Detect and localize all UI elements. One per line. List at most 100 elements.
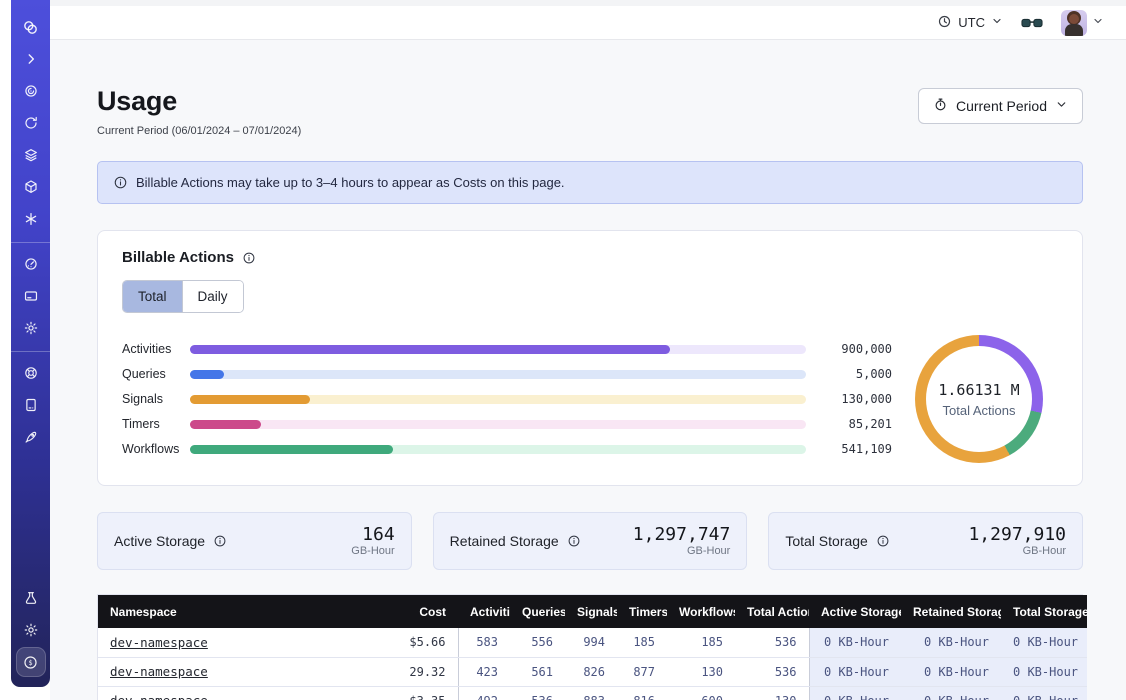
rail-divider bbox=[11, 351, 50, 352]
cell-total-actions: 130 bbox=[735, 686, 809, 700]
usage-gauge-icon[interactable] bbox=[16, 249, 46, 279]
retained-storage-value: 1,297,747 bbox=[633, 525, 731, 545]
clock-icon bbox=[937, 14, 952, 32]
cell-timers: 877 bbox=[617, 657, 667, 686]
active-storage-label: Active Storage bbox=[114, 533, 205, 549]
bar-row-queries: Queries 5,000 bbox=[122, 362, 892, 387]
bar-fill bbox=[190, 370, 224, 379]
cell-retained-storage: 0 KB-Hour bbox=[901, 686, 1001, 700]
cell-cost: $5.66 bbox=[358, 628, 458, 657]
info-icon[interactable] bbox=[213, 534, 227, 548]
page-subtitle: Current Period (06/01/2024 – 07/01/2024) bbox=[97, 125, 301, 137]
info-icon[interactable] bbox=[567, 534, 581, 548]
temporal-logo-icon[interactable] bbox=[16, 12, 46, 42]
tab-daily[interactable]: Daily bbox=[182, 281, 243, 312]
namespace-link[interactable]: dev-namespace bbox=[110, 693, 208, 700]
period-selector-button[interactable]: Current Period bbox=[918, 88, 1083, 124]
bar-label: Activities bbox=[122, 342, 186, 356]
cell-total-storage: 0 KB-Hour bbox=[1001, 657, 1087, 686]
expand-chevron-right-icon[interactable] bbox=[16, 44, 46, 74]
cell-queries: 556 bbox=[510, 628, 565, 657]
col-total-actions: Total Actions bbox=[735, 595, 809, 628]
cell-active-storage: 0 KB-Hour bbox=[809, 686, 901, 700]
cell-total-actions: 536 bbox=[735, 628, 809, 657]
cell-workflows: 600 bbox=[667, 686, 735, 700]
col-total-storage: Total Storage bbox=[1001, 595, 1087, 628]
table-row: dev-namespace 29.32 423 561 826 877 130 … bbox=[98, 657, 1087, 686]
bar-row-signals: Signals 130,000 bbox=[122, 387, 892, 412]
billing-card-icon[interactable] bbox=[16, 281, 46, 311]
tab-total[interactable]: Total bbox=[123, 281, 182, 312]
account-menu[interactable] bbox=[1061, 10, 1104, 36]
info-icon[interactable] bbox=[876, 534, 890, 548]
cell-signals: 826 bbox=[565, 657, 617, 686]
col-cost: Cost bbox=[358, 595, 458, 628]
cell-cost: $3.35 bbox=[358, 686, 458, 700]
bar-fill bbox=[190, 395, 310, 404]
donut-chart-wrap: 1.66131 M Total Actions bbox=[900, 335, 1058, 463]
theme-sun-icon[interactable] bbox=[16, 615, 46, 645]
bar-fill bbox=[190, 445, 393, 454]
layers-icon[interactable] bbox=[16, 140, 46, 170]
bar-row-activities: Activities 900,000 bbox=[122, 337, 892, 362]
cell-retained-storage: 0 KB-Hour bbox=[901, 628, 1001, 657]
bar-track bbox=[190, 445, 806, 454]
col-queries: Queries bbox=[510, 595, 565, 628]
donut-center: 1.66131 M Total Actions bbox=[926, 346, 1032, 452]
settings-gear-icon[interactable] bbox=[16, 313, 46, 343]
bar-value: 541,109 bbox=[818, 442, 892, 456]
bar-value: 900,000 bbox=[818, 342, 892, 356]
getting-started-rocket-icon[interactable] bbox=[16, 422, 46, 452]
glasses-icon[interactable] bbox=[1021, 15, 1043, 31]
labs-flask-icon[interactable] bbox=[16, 583, 46, 613]
namespace-link[interactable]: dev-namespace bbox=[110, 664, 208, 679]
history-icon[interactable] bbox=[16, 108, 46, 138]
cell-activities: 492 bbox=[458, 686, 510, 700]
timezone-label: UTC bbox=[958, 15, 985, 30]
bar-track bbox=[190, 370, 806, 379]
bar-track bbox=[190, 395, 806, 404]
app-shell: UTC Usage Current Period (06/01/2024 – 0… bbox=[50, 0, 1126, 700]
table-row: dev-namespace $5.66 583 556 994 185 185 … bbox=[98, 628, 1087, 657]
cube-icon[interactable] bbox=[16, 172, 46, 202]
cell-total-storage: 0 KB-Hour bbox=[1001, 686, 1087, 700]
bar-value: 85,201 bbox=[818, 417, 892, 431]
user-avatar[interactable] bbox=[1061, 10, 1087, 36]
main-content: Usage Current Period (06/01/2024 – 07/01… bbox=[50, 40, 1126, 700]
cell-cost: 29.32 bbox=[358, 657, 458, 686]
retained-storage-label: Retained Storage bbox=[450, 533, 559, 549]
billable-actions-card: Billable Actions Total Daily Activities … bbox=[97, 230, 1083, 486]
namespace-link[interactable]: dev-namespace bbox=[110, 635, 208, 650]
info-icon[interactable] bbox=[242, 251, 256, 265]
bar-label: Workflows bbox=[122, 442, 186, 456]
total-storage-label: Total Storage bbox=[785, 533, 868, 549]
active-storage-unit: GB-Hour bbox=[351, 545, 394, 557]
chevron-down-icon bbox=[1055, 98, 1068, 114]
bar-fill bbox=[190, 345, 670, 354]
total-storage-value: 1,297,910 bbox=[968, 525, 1066, 545]
bar-value: 130,000 bbox=[818, 392, 892, 406]
cell-activities: 423 bbox=[458, 657, 510, 686]
nexus-asterisk-icon[interactable] bbox=[16, 204, 46, 234]
bar-chart: Activities 900,000 Queries 5,000 Signals… bbox=[122, 337, 892, 462]
docs-icon[interactable] bbox=[16, 390, 46, 420]
top-bar: UTC bbox=[50, 6, 1126, 40]
bar-fill bbox=[190, 420, 261, 429]
bar-label: Timers bbox=[122, 417, 186, 431]
support-lifebuoy-icon[interactable] bbox=[16, 358, 46, 388]
page-title: Usage bbox=[97, 86, 301, 117]
bar-row-timers: Timers 85,201 bbox=[122, 412, 892, 437]
timezone-selector[interactable]: UTC bbox=[937, 14, 1003, 32]
namespaces-icon[interactable] bbox=[16, 76, 46, 106]
cell-signals: 883 bbox=[565, 686, 617, 700]
cell-total-actions: 536 bbox=[735, 657, 809, 686]
storage-cards-row: Active Storage 164 GB-Hour Retained Stor… bbox=[97, 512, 1083, 570]
chevron-down-icon bbox=[1092, 14, 1104, 32]
bar-track bbox=[190, 420, 806, 429]
pricing-coin-icon[interactable]: $ bbox=[16, 647, 46, 677]
cell-queries: 561 bbox=[510, 657, 565, 686]
col-retained-storage: Retained Storage bbox=[901, 595, 1001, 628]
cell-activities: 583 bbox=[458, 628, 510, 657]
col-timers: Timers bbox=[617, 595, 667, 628]
bar-value: 5,000 bbox=[818, 367, 892, 381]
